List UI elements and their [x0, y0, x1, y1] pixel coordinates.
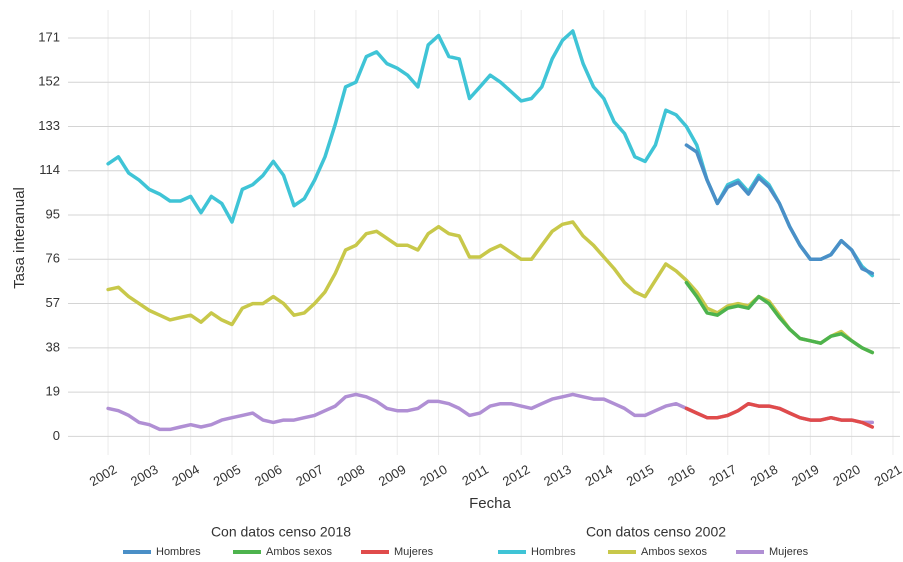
- legend-title: Con datos censo 2002: [586, 524, 726, 540]
- legend-label: Mujeres: [769, 546, 809, 558]
- x-tick-label: 2007: [293, 462, 326, 489]
- series-line: [684, 401, 875, 429]
- series-line: [106, 392, 875, 432]
- y-tick-label: 76: [46, 251, 60, 266]
- x-tick-label: 2013: [541, 462, 574, 489]
- series-line: [106, 29, 875, 278]
- x-tick-label: 2021: [872, 462, 903, 489]
- x-tick-label: 2009: [376, 462, 409, 489]
- y-axis-title: Tasa interanual: [11, 187, 28, 289]
- x-tick-label: 2005: [211, 462, 244, 489]
- y-tick-label: 95: [46, 206, 60, 221]
- y-tick-label: 0: [53, 428, 60, 443]
- x-tick-label: 2003: [128, 462, 161, 489]
- x-tick-label: 2011: [459, 462, 491, 489]
- y-tick-label: 152: [38, 74, 60, 89]
- legend-label: Hombres: [531, 546, 576, 558]
- x-tick-label: 2008: [335, 462, 368, 489]
- x-tick-label: 2020: [830, 462, 863, 489]
- x-tick-label: 2015: [624, 462, 657, 489]
- y-tick-label: 57: [46, 295, 60, 310]
- y-tick-label: 114: [39, 162, 60, 177]
- x-tick-label: 2017: [706, 462, 739, 489]
- y-tick-label: 171: [38, 29, 60, 44]
- x-tick-label: 2012: [500, 462, 533, 489]
- y-tick-label: 19: [46, 384, 60, 399]
- x-tick-label: 2010: [417, 462, 450, 489]
- legend-label: Mujeres: [394, 546, 434, 558]
- x-axis-title: Fecha: [469, 495, 511, 512]
- legend-title: Con datos censo 2018: [211, 524, 351, 540]
- legend-label: Ambos sexos: [266, 546, 333, 558]
- x-tick-label: 2006: [252, 462, 285, 489]
- series-line: [684, 143, 875, 276]
- y-tick-label: 133: [38, 118, 60, 133]
- x-tick-label: 2019: [789, 462, 822, 489]
- x-tick-label: 2014: [582, 462, 615, 489]
- legend-label: Ambos sexos: [641, 546, 708, 558]
- legend-label: Hombres: [156, 546, 201, 558]
- x-tick-label: 2004: [169, 462, 202, 489]
- series-line: [106, 220, 875, 355]
- x-tick-label: 2002: [87, 462, 120, 489]
- x-tick-label: 2018: [748, 462, 781, 489]
- x-tick-label: 2016: [665, 462, 698, 489]
- series-line: [684, 280, 875, 355]
- y-tick-label: 38: [46, 339, 60, 354]
